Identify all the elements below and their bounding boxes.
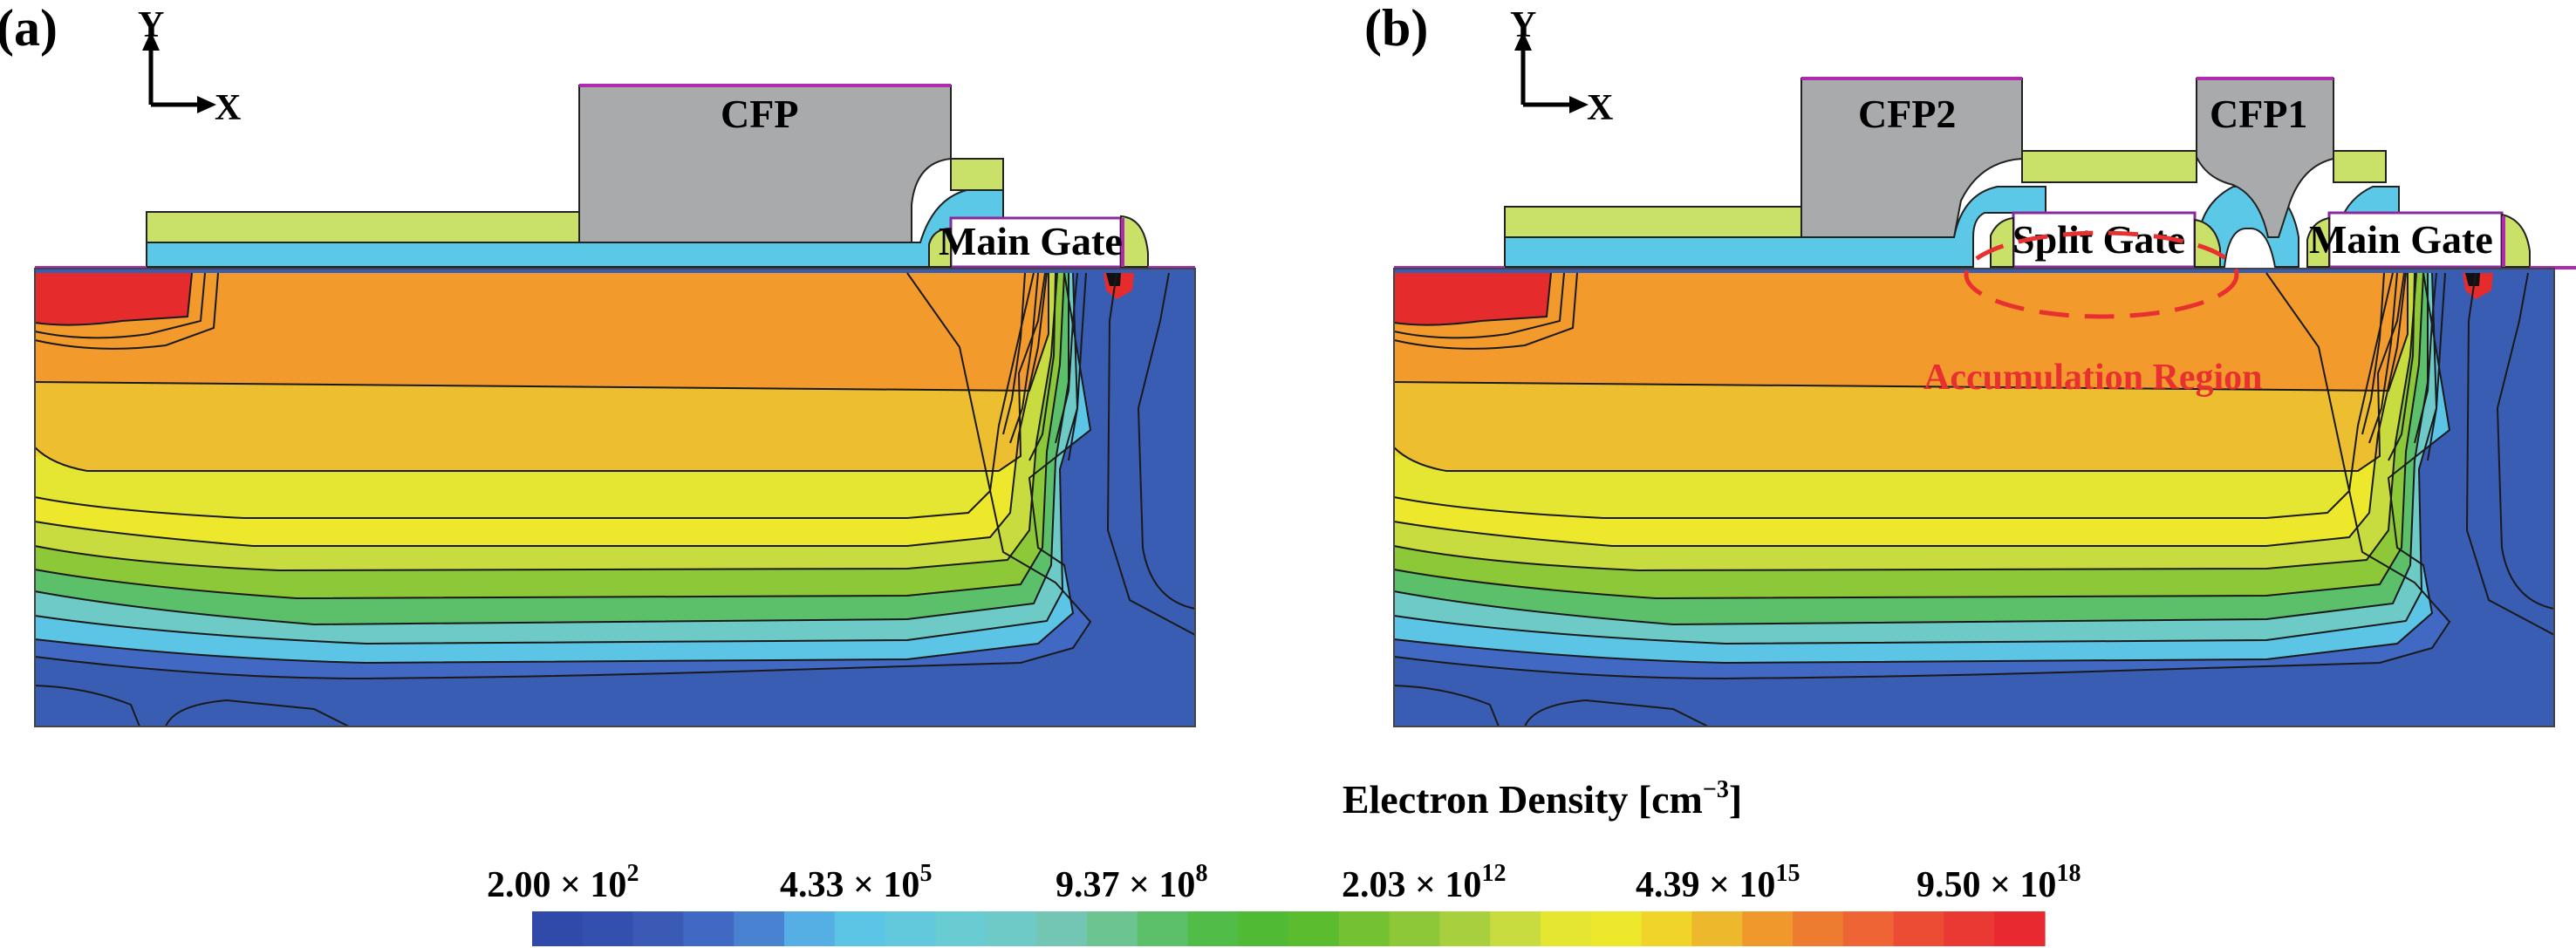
accumulation-region-label: Accumulation Region [1923, 358, 2263, 398]
electron-density-map-a [34, 268, 1196, 727]
colorbar-swatch [1742, 911, 1794, 946]
colorbar-swatch [784, 911, 836, 946]
colorbar-swatch [582, 911, 634, 946]
colorbar-swatch [632, 911, 684, 946]
colorbar-swatch [1590, 911, 1643, 946]
device-structure-a: CFP Main Gate [35, 84, 1195, 269]
axis-x-label-a: X [215, 88, 241, 128]
colorbar-swatch [1490, 911, 1541, 946]
colorbar-swatch [1691, 911, 1743, 946]
accumulation-region-marker [1964, 230, 2239, 319]
colorbar-swatch [1389, 911, 1440, 946]
colorbar-swatch [1288, 911, 1340, 946]
colorbar-swatch [1641, 911, 1692, 946]
colorbar-tick-3: 2.03 × 1012 [1342, 860, 1506, 905]
colorbar-swatch [1036, 911, 1088, 946]
main-gate-label-a: Main Gate [939, 219, 1123, 263]
field-plate-2-label: CFP2 [1858, 92, 1956, 136]
colorbar-swatch [1439, 911, 1491, 946]
panel-a: (a) Y X CFP [0, 0, 1196, 727]
colorbar-swatch [1086, 911, 1138, 946]
colorbar-tick-5: 9.50 × 1018 [1917, 860, 2081, 905]
panel-a-label: (a) [0, 0, 58, 57]
colorbar: Electron Density [cm−3] 2.00 × 102 4.33 … [487, 776, 2081, 946]
colorbar-swatch [734, 911, 785, 946]
field-plate-1-label: CFP1 [2210, 92, 2307, 136]
axis-y-label-a: Y [138, 5, 164, 45]
colorbar-swatch [683, 911, 735, 946]
colorbar-swatch [986, 911, 1037, 946]
main-gate-label-b: Main Gate [2309, 217, 2493, 262]
colorbar-swatch [1187, 911, 1239, 946]
colorbar-swatch [1793, 911, 1844, 946]
colorbar-swatch [935, 911, 987, 946]
axis-indicator-a: Y X [138, 5, 241, 128]
colorbar-swatch [1338, 911, 1390, 946]
colorbar-swatch [1994, 911, 2046, 946]
colorbar-swatch [1893, 911, 1944, 946]
colorbar-swatch [834, 911, 886, 946]
field-plate-label: CFP [721, 92, 798, 136]
colorbar-title: Electron Density [cm−3] [1343, 776, 1742, 822]
axis-indicator-b: Y X [1510, 5, 1613, 128]
main-gate-box-b [2327, 211, 2504, 269]
colorbar-tick-0: 2.00 × 102 [487, 860, 639, 905]
axis-x-label-b: X [1587, 88, 1613, 128]
panel-b: (b) Y X [1364, 0, 2576, 727]
colorbar-swatch [1842, 911, 1895, 946]
field-plate-cfp1 [2196, 78, 2334, 238]
electron-density-map-b [1393, 268, 2555, 727]
colorbar-ticks: 2.00 × 102 4.33 × 105 9.37 × 108 2.03 × … [487, 860, 2081, 905]
axis-y-label-b: Y [1510, 5, 1536, 45]
panel-b-label: (b) [1364, 0, 1428, 57]
colorbar-swatch [1238, 911, 1289, 946]
colorbar-swatch [532, 911, 584, 946]
colorbar-tick-1: 4.33 × 105 [780, 860, 932, 905]
colorbar-swatch [1541, 911, 1592, 946]
colorbar-tick-2: 9.37 × 108 [1056, 860, 1207, 905]
colorbar-tick-4: 4.39 × 1015 [1636, 860, 1800, 905]
colorbar-swatch [1137, 911, 1188, 946]
colorbar-swatch [1944, 911, 1995, 946]
colorbar-swatches [532, 911, 2046, 946]
colorbar-swatch [885, 911, 936, 946]
